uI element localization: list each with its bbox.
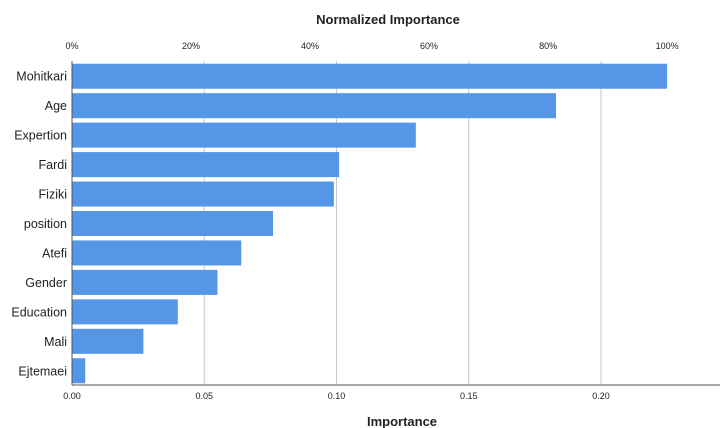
bar <box>72 122 416 148</box>
category-label: Ejtemaei <box>18 364 67 378</box>
top-tick-label: 100% <box>656 41 679 51</box>
category-label: Age <box>45 99 67 113</box>
bar <box>72 63 668 89</box>
x-axis-title: Importance <box>367 414 437 428</box>
x-tick-label: 0.05 <box>195 391 213 401</box>
bar <box>72 152 340 178</box>
category-label: position <box>24 217 67 231</box>
bar <box>72 328 144 354</box>
top-tick-label: 20% <box>182 41 200 51</box>
x-tick-label: 0.15 <box>460 391 478 401</box>
bar <box>72 240 242 266</box>
bar <box>72 299 178 325</box>
category-label: Atefi <box>42 246 67 260</box>
top-tick-label: 40% <box>301 41 319 51</box>
x-tick-label: 0.10 <box>328 391 346 401</box>
top-tick-label: 0% <box>65 41 78 51</box>
x-tick-label: 0.00 <box>63 391 81 401</box>
category-label: Education <box>11 305 67 319</box>
bar <box>72 181 334 207</box>
top-tick-label: 80% <box>539 41 557 51</box>
bar <box>72 269 218 295</box>
bar <box>72 93 557 119</box>
category-label: Gender <box>25 276 67 290</box>
category-label: Fardi <box>39 158 67 172</box>
top-tick-label: 60% <box>420 41 438 51</box>
axes <box>71 61 720 386</box>
bar <box>72 358 86 384</box>
bars <box>72 63 668 384</box>
category-label: Mali <box>44 335 67 349</box>
category-label: Mohitkari <box>16 70 67 84</box>
category-label: Fiziki <box>39 188 67 202</box>
top-axis-title: Normalized Importance <box>316 12 460 27</box>
bar <box>72 210 274 237</box>
category-label: Expertion <box>14 129 67 143</box>
labels: 0.00 0.05 0.10 0.15 0.20 0% 20% 40% 60% 80% 100% Mo… <box>11 41 678 401</box>
x-tick-label: 0.20 <box>592 391 610 401</box>
